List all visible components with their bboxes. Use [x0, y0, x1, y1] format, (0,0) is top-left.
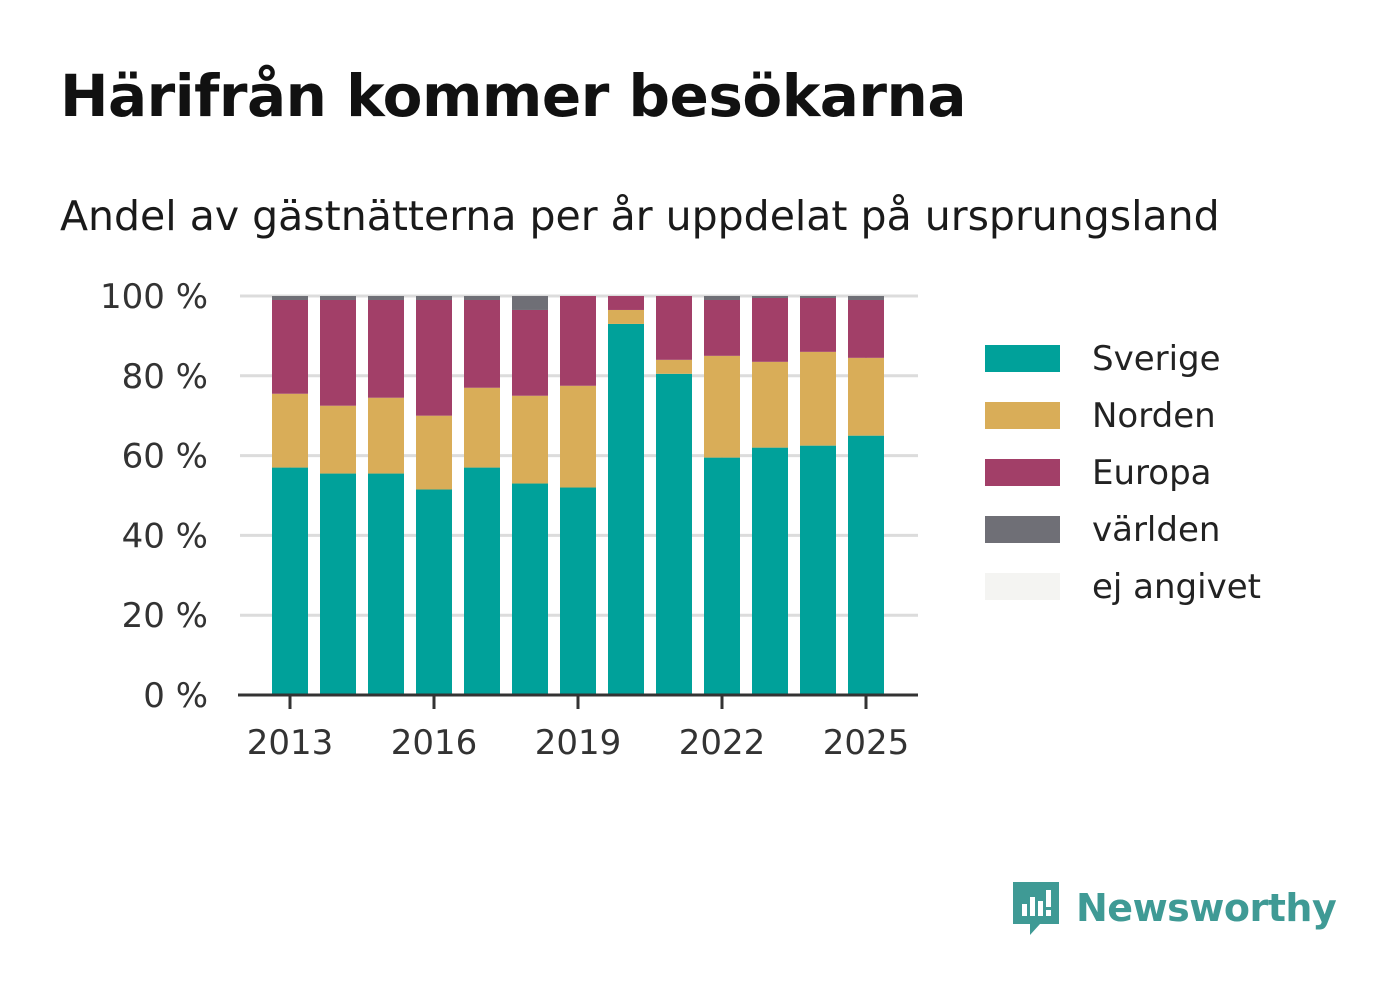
legend-item: världen — [985, 501, 1261, 558]
bar-segment-sverige-2017 — [464, 467, 500, 695]
bar-segment-sverige-2020 — [608, 323, 644, 695]
newsworthy-logo: Newsworthy — [1010, 878, 1337, 938]
bar-segment-världen-2017 — [464, 296, 500, 300]
legend-label: ej angivet — [1092, 566, 1261, 607]
y-tick-label: 60 % — [122, 437, 208, 477]
bar-segment-norden-2021 — [656, 359, 692, 374]
bar-segment-norden-2015 — [368, 397, 404, 474]
bar-segment-europa-2017 — [464, 299, 500, 388]
bar-segment-europa-2018 — [512, 309, 548, 396]
bar-segment-norden-2018 — [512, 395, 548, 484]
bar-segment-norden-2020 — [608, 309, 644, 324]
legend-swatch — [985, 516, 1060, 543]
bar-segment-norden-2024 — [800, 351, 836, 446]
bar-segment-världen-2022 — [704, 296, 740, 300]
bar-segment-europa-2025 — [848, 299, 884, 358]
bar-segment-sverige-2021 — [656, 373, 692, 695]
bar-segment-världen-2018 — [512, 296, 548, 310]
bar-segment-världen-2014 — [320, 296, 356, 300]
bar-segment-norden-2014 — [320, 405, 356, 474]
bar-segment-norden-2017 — [464, 387, 500, 468]
bar-segment-sverige-2014 — [320, 473, 356, 695]
bar-segment-sverige-2018 — [512, 483, 548, 695]
bar-segment-europa-2013 — [272, 299, 308, 394]
legend-label: Sverige — [1092, 338, 1221, 379]
legend-item: Sverige — [985, 330, 1261, 387]
legend-swatch — [985, 459, 1060, 486]
bar-segment-europa-2023 — [752, 297, 788, 362]
legend-label: världen — [1092, 509, 1221, 550]
bar-segment-europa-2021 — [656, 296, 692, 360]
bar-segment-sverige-2016 — [416, 489, 452, 695]
bar-segment-europa-2016 — [416, 299, 452, 416]
bar-segment-sverige-2025 — [848, 435, 884, 695]
y-tick-label: 80 % — [122, 357, 208, 397]
bar-segment-världen-2013 — [272, 296, 308, 300]
x-tick-label: 2016 — [391, 723, 478, 763]
axes: 0 % 20 % 40 % 60 % 80 % 100 % 2013 2016 2019 2022… — [100, 277, 918, 763]
brand-name: Newsworthy — [1076, 886, 1337, 930]
legend-item: Europa — [985, 444, 1261, 501]
bars — [272, 296, 884, 695]
bar-segment-europa-2020 — [608, 296, 644, 310]
x-tick-label: 2019 — [535, 723, 622, 763]
bar-segment-världen-2024 — [800, 296, 836, 298]
bar-segment-europa-2014 — [320, 299, 356, 406]
bar-segment-norden-2022 — [704, 355, 740, 458]
bar-segment-sverige-2015 — [368, 473, 404, 695]
bar-segment-världen-2025 — [848, 296, 884, 300]
legend-swatch — [985, 573, 1060, 600]
x-tick-label: 2013 — [247, 723, 334, 763]
x-tick-label: 2022 — [679, 723, 766, 763]
bar-segment-norden-2023 — [752, 361, 788, 448]
bar-segment-världen-2016 — [416, 296, 452, 300]
bar-segment-norden-2019 — [560, 385, 596, 488]
legend-swatch — [985, 345, 1060, 372]
y-tick-label: 0 % — [143, 676, 208, 716]
legend-swatch — [985, 402, 1060, 429]
bar-segment-europa-2015 — [368, 299, 404, 398]
bar-segment-sverige-2013 — [272, 467, 308, 695]
chart-subtitle: Andel av gästnätterna per år uppdelat på… — [60, 192, 1220, 240]
legend-label: Norden — [1092, 395, 1216, 436]
bar-segment-norden-2025 — [848, 357, 884, 436]
bar-segment-europa-2024 — [800, 297, 836, 352]
newsworthy-icon — [1013, 882, 1059, 935]
y-tick-label: 100 % — [100, 277, 208, 317]
legend-label: Europa — [1092, 452, 1212, 493]
y-tick-label: 40 % — [122, 516, 208, 556]
legend: Sverige Norden Europa världen ej angivet — [985, 330, 1261, 615]
x-tick-label: 2025 — [823, 723, 910, 763]
legend-item: Norden — [985, 387, 1261, 444]
bar-segment-sverige-2024 — [800, 445, 836, 695]
legend-item: ej angivet — [985, 558, 1261, 615]
y-tick-label: 20 % — [122, 596, 208, 636]
bar-segment-världen-2015 — [368, 296, 404, 300]
bar-segment-sverige-2019 — [560, 487, 596, 695]
bar-segment-världen-2023 — [752, 296, 788, 298]
bar-segment-norden-2016 — [416, 415, 452, 490]
chart-title: Härifrån kommer besökarna — [60, 62, 966, 130]
bar-segment-sverige-2022 — [704, 457, 740, 695]
bar-segment-norden-2013 — [272, 393, 308, 468]
bar-segment-europa-2019 — [560, 296, 596, 386]
bar-segment-sverige-2023 — [752, 447, 788, 695]
bar-segment-europa-2022 — [704, 299, 740, 356]
